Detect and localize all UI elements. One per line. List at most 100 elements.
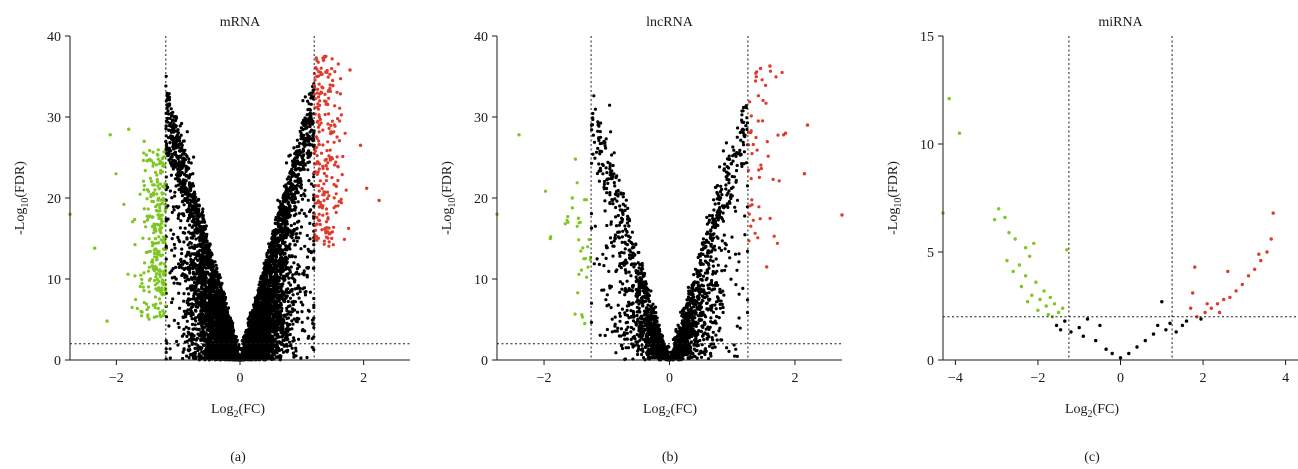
data-point xyxy=(193,308,198,312)
data-point xyxy=(170,237,174,241)
data-point xyxy=(283,274,287,278)
data-point xyxy=(194,338,198,342)
data-point xyxy=(291,273,295,277)
data-point xyxy=(168,189,172,193)
data-point xyxy=(169,228,173,232)
data-point xyxy=(172,318,176,322)
data-point xyxy=(172,254,176,258)
data-point xyxy=(179,257,183,261)
data-point xyxy=(312,348,316,352)
data-point xyxy=(295,320,299,324)
data-point xyxy=(185,287,189,291)
data-point xyxy=(186,243,190,247)
data-point xyxy=(187,230,191,234)
data-point xyxy=(185,354,189,358)
data-point xyxy=(168,347,172,351)
data-point xyxy=(196,322,201,326)
data-point xyxy=(190,236,195,240)
data-point xyxy=(179,219,183,223)
data-point xyxy=(183,273,187,277)
data-point xyxy=(308,249,312,253)
data-point xyxy=(171,205,175,209)
data-point xyxy=(284,327,289,331)
data-point xyxy=(171,297,175,301)
data-point xyxy=(285,274,289,278)
data-point xyxy=(301,99,305,103)
data-point xyxy=(283,277,287,282)
data-point xyxy=(291,293,295,297)
data-point xyxy=(301,287,305,291)
data-point xyxy=(303,188,307,192)
data-point xyxy=(176,262,181,266)
data-point xyxy=(283,293,287,297)
data-point xyxy=(288,310,292,314)
data-point xyxy=(186,308,190,312)
data-point xyxy=(290,310,294,314)
data-point xyxy=(194,237,198,241)
data-point xyxy=(285,312,289,316)
data-point xyxy=(298,231,302,235)
data-point xyxy=(199,303,204,307)
data-point xyxy=(182,139,186,143)
data-point xyxy=(166,217,170,221)
data-point xyxy=(279,335,284,339)
data-point xyxy=(285,337,289,342)
data-point xyxy=(290,346,294,350)
data-point xyxy=(182,240,186,244)
data-point xyxy=(305,355,309,360)
data-point xyxy=(284,161,289,165)
data-point xyxy=(285,234,289,238)
data-point xyxy=(285,321,289,325)
data-point xyxy=(184,325,188,329)
data-point xyxy=(176,321,180,326)
data-point xyxy=(296,200,300,204)
data-point xyxy=(288,327,292,331)
data-point xyxy=(199,308,203,312)
data-point xyxy=(289,265,293,269)
data-point xyxy=(182,292,186,296)
data-point xyxy=(187,292,191,296)
data-point xyxy=(295,310,300,314)
data-point xyxy=(305,233,309,238)
data-point xyxy=(292,277,296,281)
data-point xyxy=(192,327,196,331)
data-point xyxy=(306,316,310,320)
data-point xyxy=(281,350,286,354)
data-point xyxy=(298,286,302,290)
data-point xyxy=(299,225,304,229)
data-point xyxy=(178,306,182,310)
data-point xyxy=(206,326,211,330)
data-point xyxy=(178,226,182,230)
data-point xyxy=(303,293,308,297)
data-point xyxy=(288,296,293,300)
data-point xyxy=(189,241,193,245)
data-point xyxy=(177,265,181,269)
data-point xyxy=(307,179,311,183)
data-point xyxy=(312,326,316,330)
data-point xyxy=(291,322,295,326)
data-point xyxy=(202,343,206,347)
data-point xyxy=(285,309,289,313)
data-point xyxy=(173,190,177,194)
data-point xyxy=(276,198,280,202)
data-point xyxy=(290,254,294,258)
data-point xyxy=(194,319,198,323)
data-point xyxy=(174,265,178,269)
data-point xyxy=(170,210,174,214)
data-point xyxy=(285,350,289,354)
data-point xyxy=(178,124,182,128)
data-point xyxy=(182,348,186,352)
data-point xyxy=(298,211,302,215)
data-point xyxy=(295,220,300,224)
data-point xyxy=(290,287,294,292)
data-point xyxy=(300,197,305,201)
data-point xyxy=(295,239,299,243)
data-point xyxy=(191,272,196,276)
data-point xyxy=(187,303,191,307)
data-point xyxy=(164,339,168,343)
data-point xyxy=(189,276,193,280)
data-point xyxy=(176,216,180,220)
data-point xyxy=(288,332,292,337)
